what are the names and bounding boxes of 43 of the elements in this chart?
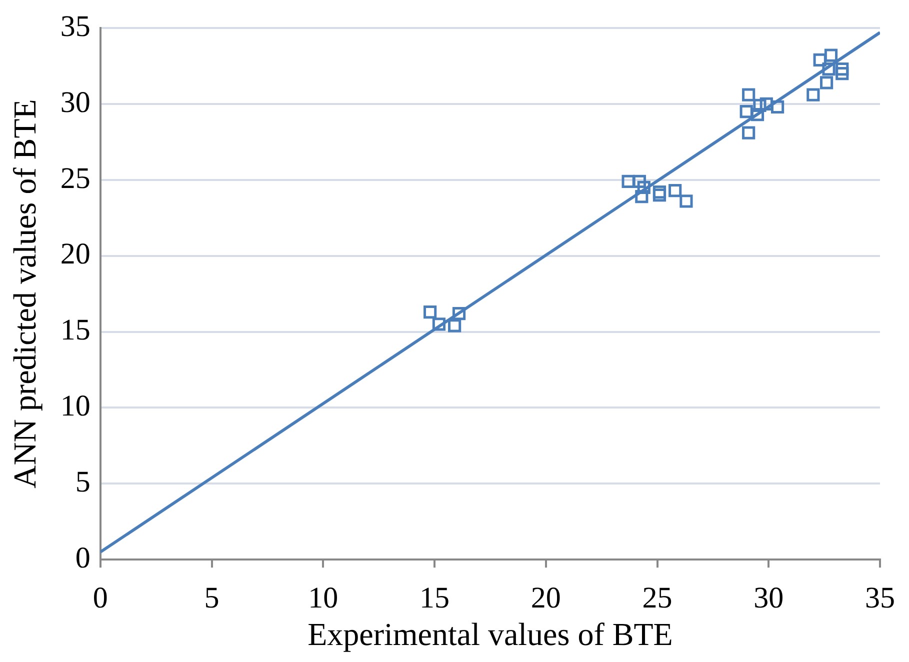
- y-tick-label: 5: [75, 466, 90, 499]
- x-tick-label: 15: [420, 581, 450, 614]
- point: [632, 174, 646, 188]
- y-tick-label: 15: [60, 314, 90, 347]
- point: [750, 108, 764, 122]
- point: [760, 97, 773, 110]
- point: [622, 174, 635, 188]
- point: [452, 306, 466, 320]
- point: [635, 190, 648, 204]
- y-tick-label: 35: [60, 10, 90, 43]
- y-tick-label: 10: [60, 390, 90, 423]
- point: [680, 194, 693, 208]
- point: [668, 184, 682, 198]
- point: [652, 185, 666, 199]
- x-tick-label: 20: [530, 581, 561, 614]
- point: [836, 67, 849, 80]
- y-axis-title: ANN predicted values of BTE: [6, 99, 43, 488]
- point: [753, 98, 766, 112]
- point: [836, 62, 849, 76]
- point: [820, 76, 834, 90]
- point: [740, 104, 753, 118]
- point: [424, 305, 437, 319]
- y-tick-label: 25: [60, 162, 90, 195]
- point: [432, 318, 446, 331]
- point: [652, 188, 666, 202]
- x-tick-label: 30: [754, 581, 784, 614]
- point: [770, 100, 784, 114]
- x-tick-label: 10: [308, 581, 338, 614]
- point: [824, 48, 838, 62]
- point: [448, 319, 462, 332]
- point: [806, 88, 820, 102]
- point: [742, 88, 756, 102]
- x-tick-label: 5: [204, 581, 220, 614]
- y-tick-label: 30: [60, 86, 90, 119]
- x-tick-label: 35: [865, 581, 895, 614]
- y-tick-label: 20: [60, 238, 90, 271]
- y-tick-label: 0: [75, 541, 90, 574]
- x-axis-title: Experimental values of BTE: [308, 616, 673, 652]
- x-tick-label: 25: [642, 581, 672, 614]
- point: [813, 53, 826, 66]
- point: [822, 62, 836, 76]
- point: [742, 126, 756, 140]
- point: [637, 180, 650, 194]
